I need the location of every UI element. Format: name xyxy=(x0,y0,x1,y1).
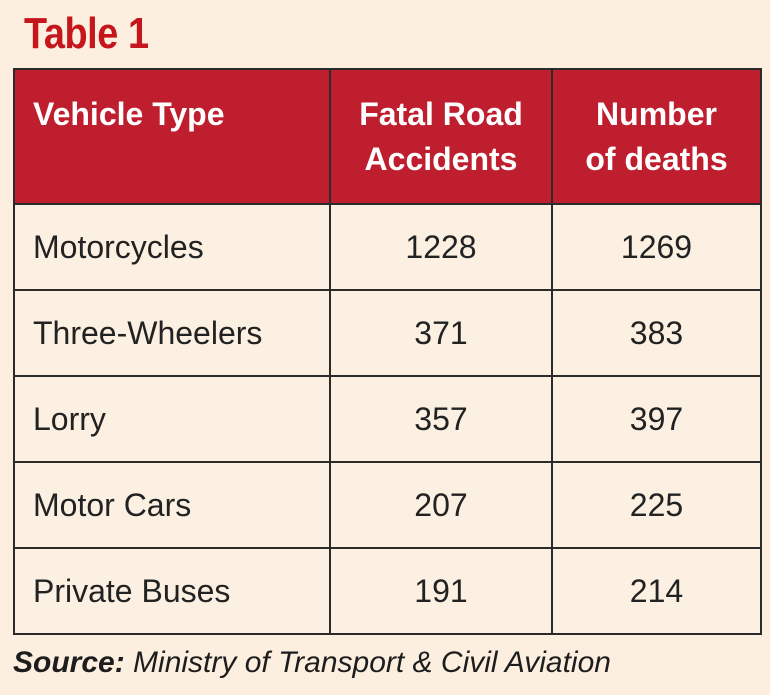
table-title: Table 1 xyxy=(24,9,149,58)
deaths-cell: 1269 xyxy=(551,203,762,291)
fatal-accidents-cell: 207 xyxy=(329,461,553,549)
header-fatal-road-accidents-line-2: Accidents xyxy=(364,140,518,177)
fatal-accidents-cell: 1228 xyxy=(329,203,553,291)
header-number-of-deaths-line-1: Number xyxy=(596,95,717,132)
vehicle-type-cell: Motorcycles xyxy=(13,203,331,291)
table-row: Private Buses 191 214 xyxy=(13,547,762,635)
deaths-cell: 397 xyxy=(551,375,762,463)
vehicle-type-cell: Lorry xyxy=(13,375,331,463)
deaths-cell: 383 xyxy=(551,289,762,377)
table-row: Lorry 357 397 xyxy=(13,375,762,463)
table-row: Three-Wheelers 371 383 xyxy=(13,289,762,377)
header-fatal-road-accidents-line-1: Fatal Road xyxy=(359,95,523,132)
source-text: Ministry of Transport & Civil Aviation xyxy=(133,646,611,679)
fatal-accidents-table: Vehicle Type Fatal Road Accidents Number… xyxy=(13,68,762,635)
header-number-of-deaths: Number of deaths xyxy=(551,68,762,205)
vehicle-type-cell: Three-Wheelers xyxy=(13,289,331,377)
fatal-accidents-cell: 191 xyxy=(329,547,553,635)
source-note: Source: Ministry of Transport & Civil Av… xyxy=(13,642,611,684)
source-label: Source: xyxy=(13,646,125,679)
fatal-accidents-cell: 371 xyxy=(329,289,553,377)
header-fatal-road-accidents: Fatal Road Accidents xyxy=(329,68,553,205)
fatal-accidents-cell: 357 xyxy=(329,375,553,463)
deaths-cell: 225 xyxy=(551,461,762,549)
table-row: Motorcycles 1228 1269 xyxy=(13,203,762,291)
table-header-row: Vehicle Type Fatal Road Accidents Number… xyxy=(13,68,762,205)
vehicle-type-cell: Private Buses xyxy=(13,547,331,635)
vehicle-type-cell: Motor Cars xyxy=(13,461,331,549)
header-vehicle-type-label: Vehicle Type xyxy=(33,96,225,132)
deaths-cell: 214 xyxy=(551,547,762,635)
header-vehicle-type: Vehicle Type xyxy=(13,68,331,205)
header-number-of-deaths-line-2: of deaths xyxy=(585,140,728,177)
table-row: Motor Cars 207 225 xyxy=(13,461,762,549)
